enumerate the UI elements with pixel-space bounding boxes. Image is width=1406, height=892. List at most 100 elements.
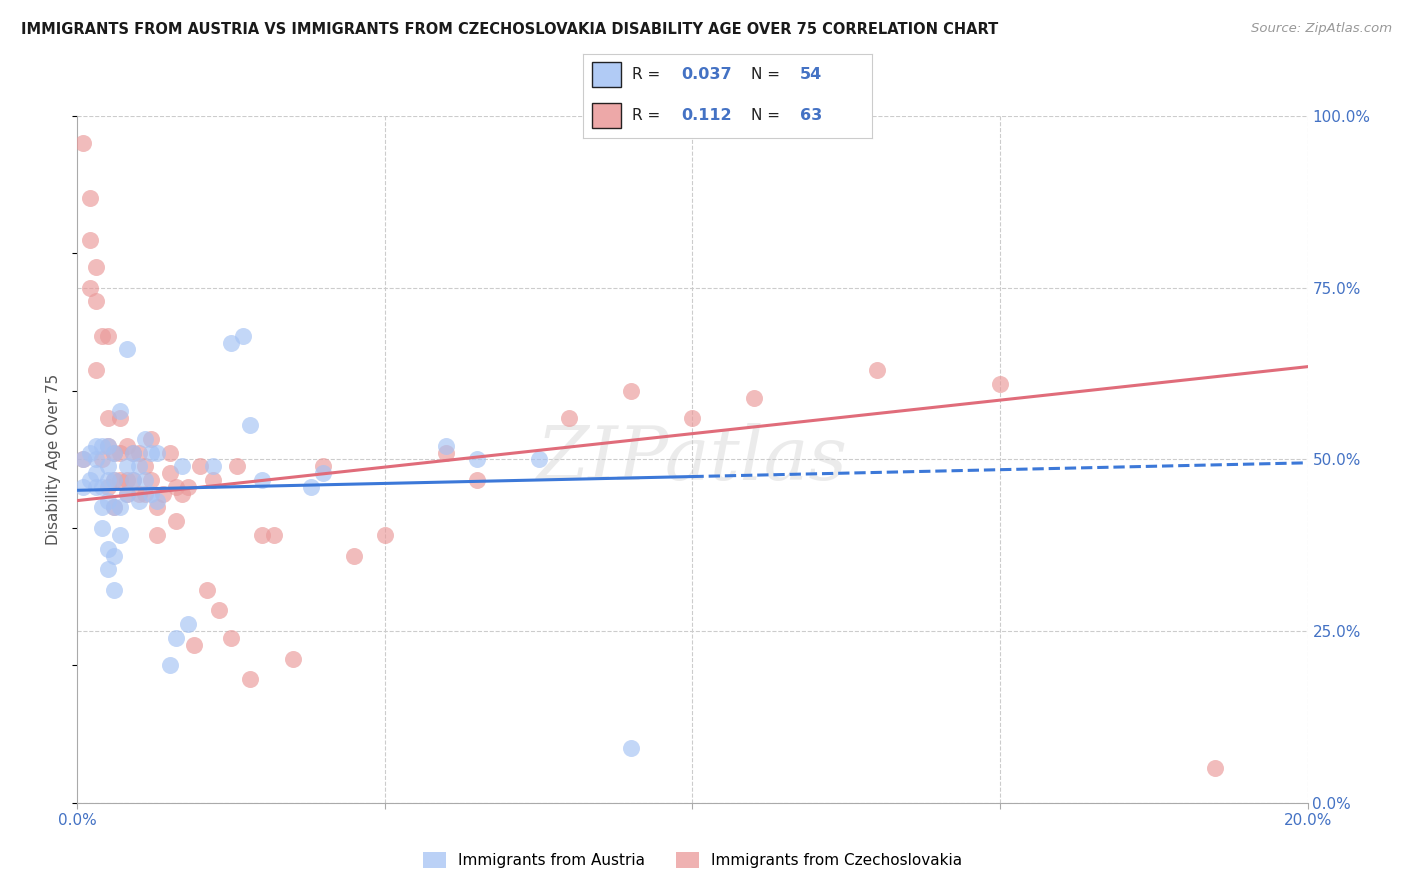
Point bbox=[90, 439, 114, 453]
Point bbox=[620, 384, 643, 398]
Point bbox=[170, 487, 193, 501]
Point bbox=[84, 294, 107, 309]
Point bbox=[165, 514, 187, 528]
Point bbox=[84, 452, 107, 467]
Point bbox=[121, 445, 143, 459]
Point bbox=[183, 638, 205, 652]
Point bbox=[134, 473, 156, 487]
Point bbox=[121, 445, 143, 459]
Point bbox=[128, 459, 150, 474]
Point bbox=[219, 335, 242, 350]
Point bbox=[79, 445, 101, 459]
Point bbox=[436, 445, 458, 459]
Point bbox=[226, 459, 249, 474]
Point bbox=[208, 603, 231, 617]
Point bbox=[110, 473, 132, 487]
Point bbox=[90, 521, 114, 535]
Text: 0.112: 0.112 bbox=[682, 108, 733, 123]
Point bbox=[121, 473, 143, 487]
Point bbox=[159, 658, 181, 673]
Text: R =: R = bbox=[633, 67, 665, 82]
Point bbox=[84, 466, 107, 480]
Point bbox=[79, 281, 101, 295]
Point bbox=[201, 473, 224, 487]
Point bbox=[115, 487, 138, 501]
Point bbox=[121, 473, 143, 487]
Text: ZIPatlas: ZIPatlas bbox=[537, 423, 848, 496]
Point bbox=[110, 411, 132, 425]
Point bbox=[110, 528, 132, 542]
Point bbox=[159, 466, 181, 480]
Point bbox=[219, 631, 242, 645]
Point bbox=[146, 500, 169, 515]
Legend: Immigrants from Austria, Immigrants from Czechoslovakia: Immigrants from Austria, Immigrants from… bbox=[416, 846, 969, 874]
Point bbox=[97, 480, 120, 494]
Point bbox=[165, 631, 187, 645]
Y-axis label: Disability Age Over 75: Disability Age Over 75 bbox=[46, 374, 62, 545]
Point bbox=[110, 445, 132, 459]
Point bbox=[152, 487, 174, 501]
Point bbox=[343, 549, 366, 563]
Point bbox=[141, 445, 163, 459]
Point bbox=[84, 480, 107, 494]
FancyBboxPatch shape bbox=[592, 62, 621, 87]
Point bbox=[79, 191, 101, 205]
Point bbox=[97, 459, 120, 474]
Point bbox=[988, 376, 1011, 391]
Point bbox=[177, 480, 200, 494]
Point bbox=[281, 651, 304, 665]
Text: R =: R = bbox=[633, 108, 671, 123]
Point bbox=[250, 473, 273, 487]
Point bbox=[97, 439, 120, 453]
Point bbox=[79, 233, 101, 247]
Point bbox=[134, 487, 156, 501]
Point bbox=[90, 452, 114, 467]
Point bbox=[97, 411, 120, 425]
Point bbox=[72, 452, 94, 467]
Point bbox=[84, 363, 107, 377]
Point bbox=[115, 439, 138, 453]
Point bbox=[134, 459, 156, 474]
Point bbox=[115, 459, 138, 474]
Point bbox=[97, 328, 120, 343]
Point bbox=[84, 260, 107, 274]
Point bbox=[103, 445, 125, 459]
Point bbox=[312, 459, 335, 474]
Point bbox=[110, 404, 132, 418]
Point bbox=[177, 617, 200, 632]
Text: 0.037: 0.037 bbox=[682, 67, 733, 82]
Point bbox=[201, 459, 224, 474]
Text: IMMIGRANTS FROM AUSTRIA VS IMMIGRANTS FROM CZECHOSLOVAKIA DISABILITY AGE OVER 75: IMMIGRANTS FROM AUSTRIA VS IMMIGRANTS FR… bbox=[21, 22, 998, 37]
Point bbox=[103, 549, 125, 563]
Point bbox=[103, 500, 125, 515]
Point bbox=[103, 473, 125, 487]
Point bbox=[72, 480, 94, 494]
Point bbox=[312, 466, 335, 480]
Point bbox=[103, 582, 125, 597]
Point bbox=[97, 473, 120, 487]
FancyBboxPatch shape bbox=[592, 103, 621, 128]
Point bbox=[436, 439, 458, 453]
Text: N =: N = bbox=[751, 108, 785, 123]
Point bbox=[866, 363, 889, 377]
Text: 54: 54 bbox=[800, 67, 823, 82]
Point bbox=[742, 391, 765, 405]
Point bbox=[103, 445, 125, 459]
Point bbox=[146, 493, 169, 508]
Point bbox=[97, 493, 120, 508]
Point bbox=[159, 445, 181, 459]
Point bbox=[128, 487, 150, 501]
Point bbox=[115, 487, 138, 501]
Point bbox=[465, 473, 488, 487]
Point bbox=[465, 452, 488, 467]
Point bbox=[134, 432, 156, 446]
Point bbox=[146, 528, 169, 542]
Point bbox=[128, 445, 150, 459]
Point bbox=[146, 445, 169, 459]
Point bbox=[110, 500, 132, 515]
Point bbox=[97, 562, 120, 576]
Point bbox=[97, 541, 120, 556]
Point bbox=[170, 459, 193, 474]
Point bbox=[79, 473, 101, 487]
Point bbox=[90, 328, 114, 343]
